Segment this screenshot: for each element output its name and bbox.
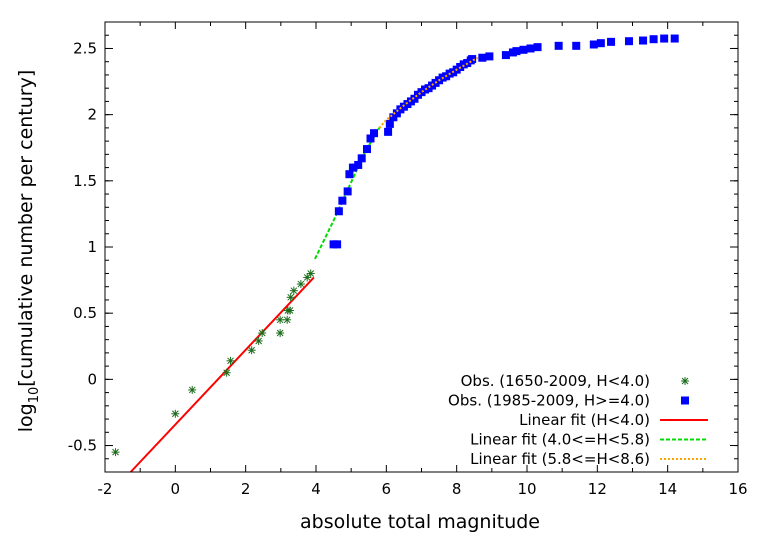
data-point-square <box>607 37 616 46</box>
data-point-square <box>649 35 658 44</box>
data-point-square <box>485 52 494 61</box>
legend-label: Linear fit (5.8<=H<8.6) <box>470 450 650 468</box>
star-stroke <box>248 346 255 354</box>
data-point-star <box>276 329 285 338</box>
data-point-square <box>589 40 598 49</box>
y-axis-label: log10[cumulative number per century] <box>15 70 42 433</box>
data-point-star <box>283 315 292 324</box>
data-point-square <box>334 207 343 216</box>
data-point-square <box>348 163 357 172</box>
x-tick-label: 16 <box>728 480 747 498</box>
data-point-square <box>385 119 394 128</box>
data-point-star <box>254 336 263 345</box>
y-tick-label: 1.5 <box>73 172 97 190</box>
data-point-star <box>171 409 180 418</box>
data-point-square <box>333 240 342 249</box>
data-point-square <box>624 37 633 46</box>
x-tick-label: -2 <box>98 480 113 498</box>
data-point-star <box>111 448 120 457</box>
data-point-square <box>370 129 379 138</box>
data-point-square <box>354 160 363 169</box>
data-point-square <box>357 154 366 163</box>
x-tick-label: 10 <box>517 480 536 498</box>
data-point-square <box>501 51 510 60</box>
data-point-star <box>258 329 267 338</box>
y-tick-label: 0 <box>87 370 97 388</box>
data-point-square <box>670 34 679 43</box>
star-stroke <box>255 337 263 345</box>
x-axis-label: absolute total magnitude <box>300 511 540 533</box>
legend-marker <box>681 377 689 385</box>
data-point-star <box>286 293 295 302</box>
star-stroke <box>276 329 284 337</box>
data-point-square <box>533 43 542 52</box>
x-tick-label: 12 <box>588 480 607 498</box>
star-stroke <box>112 448 119 456</box>
x-tick-label: 6 <box>382 480 392 498</box>
x-tick-label: 8 <box>452 480 462 498</box>
data-point-square <box>345 170 354 179</box>
data-point-square <box>660 34 669 43</box>
data-point-square <box>596 39 605 48</box>
data-point-star <box>285 306 294 315</box>
fit-line <box>378 56 479 129</box>
star-stroke <box>283 316 291 324</box>
star-stroke <box>276 316 284 324</box>
y-tick-label: 1 <box>87 238 97 256</box>
y-tick-label: 0.5 <box>73 304 97 322</box>
legend: Obs. (1650-2009, H<4.0) Obs. (1985-2009, … <box>448 372 708 468</box>
y-tick-label: 2.5 <box>73 39 97 57</box>
data-point-star <box>226 356 235 365</box>
data-point-square <box>343 187 352 196</box>
data-point-square <box>478 53 487 62</box>
data-point-star <box>289 286 298 295</box>
data-point-star <box>306 269 315 278</box>
star-stroke <box>681 377 689 385</box>
data-point-star <box>247 346 256 355</box>
fit-line <box>314 127 381 260</box>
data-point-square <box>468 55 477 64</box>
star-stroke <box>286 307 294 314</box>
plot-marks <box>111 34 679 473</box>
data-point-square <box>554 41 563 50</box>
data-point-star <box>222 368 231 377</box>
data-point-square <box>639 36 648 45</box>
star-stroke <box>287 293 295 301</box>
data-point-square <box>519 45 528 54</box>
data-point-square <box>338 196 347 205</box>
x-tick-label: 14 <box>658 480 677 498</box>
star-stroke <box>290 287 298 295</box>
star-stroke <box>297 280 305 288</box>
star-stroke <box>171 410 179 418</box>
star-stroke <box>188 386 196 394</box>
legend-label: Obs. (1650-2009, H<4.0) <box>461 372 650 390</box>
star-stroke <box>227 357 234 365</box>
legend-label: Linear fit (4.0<=H<5.8) <box>470 431 650 449</box>
fit-line <box>129 276 315 473</box>
star-stroke <box>223 369 231 377</box>
star-stroke <box>258 329 266 337</box>
data-point-square <box>512 47 521 56</box>
legend-label: Linear fit (H<4.0) <box>519 411 650 429</box>
y-tick-label: 2 <box>87 106 97 124</box>
data-point-star <box>188 385 197 394</box>
x-tick-label: 0 <box>171 480 181 498</box>
star-stroke <box>307 270 315 277</box>
data-point-square <box>526 44 535 53</box>
data-point-square <box>572 41 581 50</box>
y-tick-label: -0.5 <box>68 437 97 455</box>
data-point-star <box>296 280 305 289</box>
x-tick-label: 4 <box>311 480 321 498</box>
data-point-square <box>384 127 393 136</box>
legend-label: Obs. (1985-2009, H>=4.0) <box>448 392 650 410</box>
legend-marker <box>681 396 689 405</box>
axis-ticks: -2 0 2 4 6 8 10 12 14 16 -0.5 0 0.5 1 1.5 2 2.5 <box>68 21 748 498</box>
x-tick-label: 2 <box>241 480 251 498</box>
data-point-square <box>362 145 371 154</box>
data-point-star <box>276 315 285 324</box>
data-point-square <box>366 134 375 143</box>
